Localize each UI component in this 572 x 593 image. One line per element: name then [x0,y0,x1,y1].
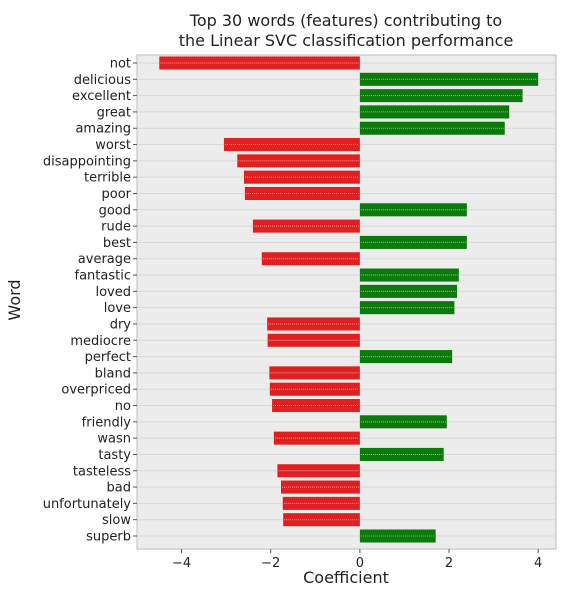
y-tick-label: best [103,236,131,251]
y-tick-label: disappointing [43,154,131,169]
y-tick-label: delicious [74,73,131,88]
bar-rect [267,317,360,331]
bar-rect [359,105,510,119]
bar-overpriced [269,382,360,396]
y-tick-label: amazing [75,122,131,137]
bar-terrible [243,170,360,184]
bar-no [272,398,360,413]
bar-mediocre [267,333,360,347]
bar-disappointing [237,154,360,168]
chart-title-line-1: Top 30 words (features) contributing to [189,11,502,30]
bar-dry [267,317,360,331]
bar-delicious [359,72,539,86]
y-tick-label: tasteless [73,464,131,479]
y-tick-label: fantastic [75,269,131,284]
y-tick-label: unfortunately [43,497,132,512]
bar-rect [359,350,453,364]
bar-friendly [359,415,447,429]
bar-good [359,203,467,217]
bar-bland [269,366,360,380]
bar-slow [283,513,360,527]
y-tick-label: bad [107,481,131,496]
bar-rect [283,513,360,527]
bar-fantastic [359,268,459,282]
y-tick-label: bland [95,366,131,381]
bar-rect [282,496,360,510]
bar-bad [280,480,360,494]
y-tick-label: superb [86,530,131,545]
bar-loved [359,284,458,298]
y-tick-label: loved [95,285,131,300]
bar-best [359,235,467,249]
bar-unfortunately [282,496,360,510]
y-tick-label: friendly [82,415,132,430]
y-tick-label: worst [95,138,131,153]
y-tick-label: good [99,203,131,218]
bar-rude [252,219,360,233]
x-tick-label: 2 [445,556,453,571]
x-axis-label: Coefficient [303,568,389,587]
y-tick-label: poor [101,187,131,202]
bar-rect [159,56,360,70]
bar-rect [359,121,505,135]
bar-poor [244,186,360,201]
bar-love [359,301,455,315]
bar-not [159,56,360,70]
bar-worst [223,138,360,152]
chart-title-line-2: the Linear SVC classification performanc… [179,31,514,50]
bars [159,56,539,543]
y-tick-label: great [97,105,131,120]
bar-rect [267,333,360,347]
bar-great [359,105,510,119]
y-tick-label: overpriced [61,383,131,398]
y-tick-label: slow [102,513,131,528]
y-tick-label: love [104,301,131,316]
bar-tasteless [277,464,360,478]
bar-average [261,252,360,266]
bar-superb [359,529,436,543]
y-tick-label: tasty [98,448,131,463]
y-tick-label: average [78,252,131,267]
y-tick-label: not [110,57,131,72]
x-tick-label: −2 [261,556,280,571]
bar-amazing [359,121,505,135]
y-tick-label: excellent [72,89,131,104]
y-tick-label: perfect [85,350,131,365]
x-tick-label: 0 [356,556,364,571]
bar-wasn [273,431,360,445]
x-tick-labels: −4 −2 0 2 4 [172,549,542,571]
bar-perfect [359,350,453,364]
y-tick-label: wasn [97,432,131,447]
bar-excellent [359,89,523,103]
x-tick-label: −4 [172,556,191,571]
bar-tasty [359,447,444,461]
y-tick-label: no [115,399,131,414]
y-tick-label: dry [110,317,132,332]
grid-lines [137,62,556,537]
y-tick-label: mediocre [70,334,131,349]
y-axis-label: Word [5,279,24,320]
y-tick-label: rude [101,220,131,235]
x-tick-label: 4 [534,556,542,571]
bar-rect [359,284,458,298]
y-tick-label: terrible [84,171,131,186]
